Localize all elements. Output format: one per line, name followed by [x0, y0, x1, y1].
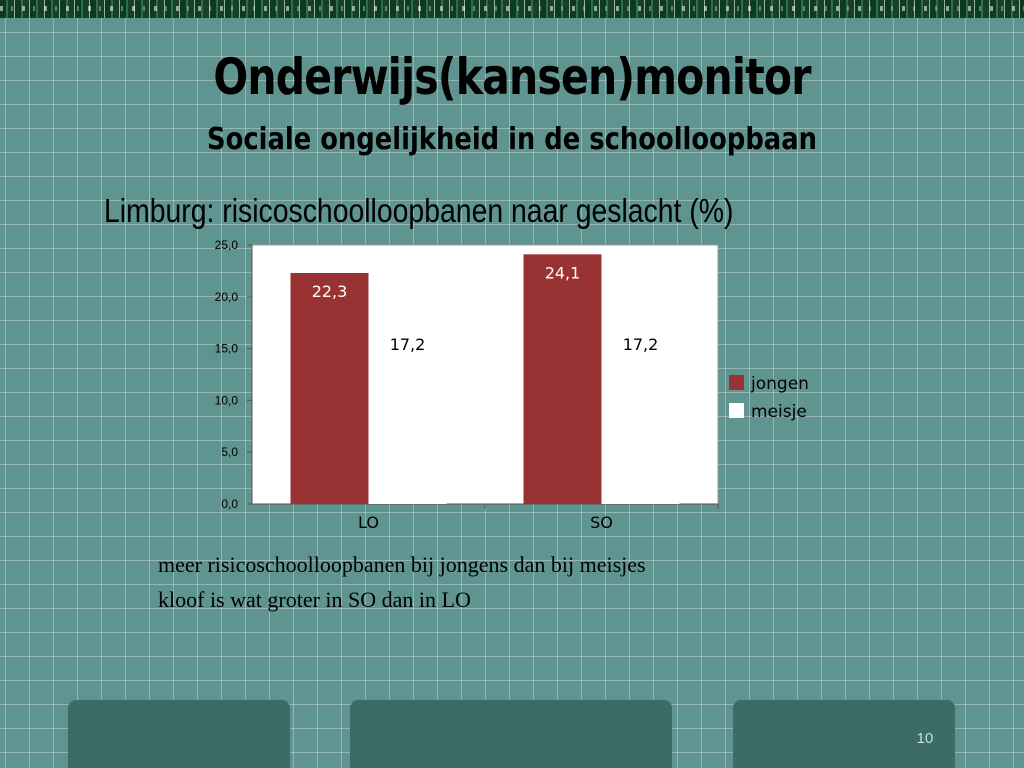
page-number: 10 [916, 730, 934, 747]
y-tick-label: 10,0 [215, 393, 239, 407]
bar-jongen-SO [523, 254, 602, 504]
footer-panel-right [733, 700, 955, 768]
legend-swatch-meisje [729, 403, 744, 418]
note-line-1: meer risicoschoolloopbanen bij jongens d… [158, 552, 646, 577]
data-label: 22,3 [312, 282, 348, 301]
y-tick-label: 15,0 [215, 342, 239, 356]
data-label: 17,2 [390, 335, 426, 354]
chart-heading: Limburg: risicoschoolloopbanen naar gesl… [104, 192, 734, 229]
y-tick-label: 5,0 [221, 445, 238, 459]
footer-panel-left [68, 700, 290, 768]
bar-meisje-SO [601, 325, 680, 504]
y-tick-label: 0,0 [221, 497, 238, 511]
slide-title: Onderwijs(kansen)monitor [213, 48, 811, 106]
bar-meisje-LO [368, 325, 447, 504]
x-tick-label: SO [590, 513, 613, 532]
y-tick-label: 20,0 [215, 290, 239, 304]
x-tick-label: LO [358, 513, 379, 532]
legend-swatch-jongen [729, 375, 744, 390]
legend-label-jongen: jongen [750, 374, 809, 394]
slide-subtitle: Sociale ongelijkheid in de schoolloopbaa… [207, 122, 817, 157]
footer-panel-center [350, 700, 672, 768]
data-label: 17,2 [623, 335, 659, 354]
note-line-2: kloof is wat groter in SO dan in LO [158, 587, 471, 612]
y-tick-label: 25,0 [215, 238, 239, 252]
legend-label-meisje: meisje [751, 402, 807, 422]
data-label: 24,1 [545, 263, 581, 282]
circuit-board-strip [0, 0, 1024, 18]
bar-jongen-LO [290, 272, 369, 504]
